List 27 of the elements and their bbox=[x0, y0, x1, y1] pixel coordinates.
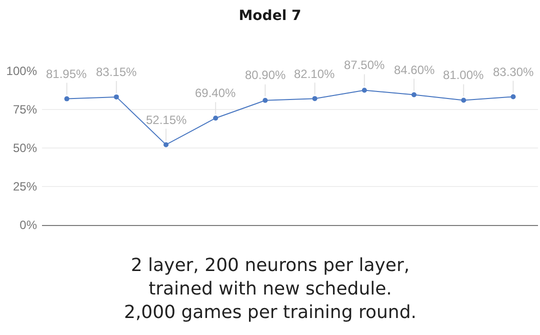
y-tick-label: 50% bbox=[12, 141, 38, 156]
y-tick-label: 100% bbox=[6, 64, 38, 78]
data-label: 83.15% bbox=[96, 65, 138, 79]
point bbox=[362, 88, 367, 93]
data-label: 81.00% bbox=[443, 68, 484, 82]
data-label: 52.15% bbox=[146, 113, 188, 127]
point bbox=[64, 96, 70, 102]
data-label: 69.40% bbox=[195, 86, 236, 100]
point bbox=[461, 98, 466, 103]
y-tick-label: 25% bbox=[12, 180, 38, 194]
point bbox=[164, 142, 168, 148]
point bbox=[412, 92, 416, 98]
data-label: 84.60% bbox=[394, 63, 436, 77]
point bbox=[312, 96, 318, 102]
y-tick-label: 75% bbox=[12, 102, 38, 117]
text: 2 layer, 200 neurons per layer, trained with new schedule. 2,000 games per training round. bbox=[124, 255, 416, 323]
data-label: 81.95% bbox=[46, 67, 88, 81]
data-label: 80.90% bbox=[245, 68, 286, 82]
point bbox=[262, 98, 268, 103]
chart-title: Model 7 bbox=[238, 8, 302, 24]
y-tick-label: 0% bbox=[20, 218, 38, 232]
point bbox=[114, 94, 119, 100]
data-label: 82.10% bbox=[294, 67, 336, 81]
data-label: 83.30% bbox=[493, 65, 534, 79]
point bbox=[213, 116, 218, 121]
data-label: 87.50% bbox=[344, 58, 386, 72]
point bbox=[510, 94, 516, 100]
